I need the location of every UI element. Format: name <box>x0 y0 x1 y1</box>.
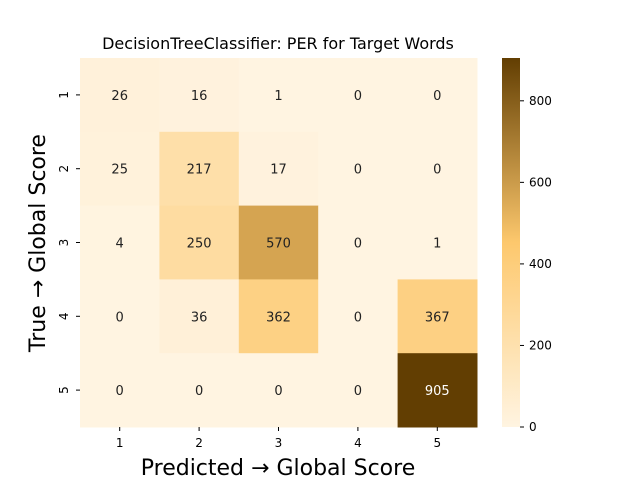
cell-value-label: 0 <box>116 310 124 325</box>
heatmap-cell <box>397 279 478 354</box>
colorbar-tick-label: 0 <box>529 420 537 434</box>
heatmap-cell <box>238 58 319 133</box>
colorbar-ticks: 0 200 400 600 800 <box>520 94 552 434</box>
cell-value-label: 905 <box>425 384 450 399</box>
cell-value-label: 217 <box>187 163 212 178</box>
heatmap-cell <box>159 131 240 207</box>
cell-value-label: 367 <box>425 310 450 325</box>
heatmap-cell <box>159 205 240 280</box>
cell-value-label: 4 <box>116 237 124 252</box>
cell-value-label: 362 <box>266 310 291 325</box>
cell-value-label: 16 <box>191 89 208 104</box>
colorbar-tick-label: 800 <box>529 94 552 108</box>
heatmap-cell <box>238 205 319 280</box>
cell-value-label: 1 <box>433 237 441 252</box>
cell-value-label: 0 <box>354 89 362 104</box>
heatmap-cell <box>80 353 160 428</box>
heatmap-cell <box>318 58 399 133</box>
heatmap-cell <box>318 205 399 280</box>
heatmap-cell <box>238 131 319 207</box>
cell-value-label: 1 <box>274 89 282 104</box>
heatmap-cell <box>159 58 240 133</box>
cell-value-label: 0 <box>116 384 124 399</box>
heatmap-cell <box>159 279 240 354</box>
x-axis: 1 2 3 4 5 <box>116 427 441 450</box>
x-tick-label: 5 <box>433 436 441 450</box>
heatmap-cell <box>397 353 478 428</box>
cell-value-label: 0 <box>195 384 203 399</box>
heatmap-cell <box>397 58 478 133</box>
y-tick-label: 5 <box>57 386 71 394</box>
x-tick-label: 1 <box>116 436 124 450</box>
heatmap-cell <box>80 205 160 280</box>
y-axis: 1 2 3 4 5 <box>57 91 80 394</box>
y-axis-label: True → Global Score <box>26 134 51 353</box>
heatmap-cell <box>318 353 399 428</box>
colorbar-tick-label: 600 <box>529 175 552 189</box>
cell-value-label: 0 <box>274 384 282 399</box>
cell-value-label: 0 <box>354 384 362 399</box>
y-tick-label: 4 <box>57 312 71 320</box>
x-tick-label: 2 <box>195 436 203 450</box>
cell-value-label: 250 <box>187 237 212 252</box>
cell-value-label: 36 <box>191 310 208 325</box>
colorbar-tick-label: 200 <box>529 338 552 352</box>
cell-value-label: 26 <box>111 89 128 104</box>
cell-value-label: 0 <box>354 163 362 178</box>
heatmap-cell <box>80 131 160 207</box>
colorbar <box>502 58 520 427</box>
cell-value-label: 0 <box>433 89 441 104</box>
cell-value-label: 17 <box>270 163 287 178</box>
colorbar-tick-label: 400 <box>529 257 552 271</box>
heatmap-cell <box>397 205 478 280</box>
heatmap-cell <box>397 131 478 207</box>
heatmap-cell <box>238 353 319 428</box>
heatmap-cell <box>159 353 240 428</box>
chart-title: DecisionTreeClassifier: PER for Target W… <box>102 34 454 53</box>
heatmap-cell <box>318 131 399 207</box>
cell-value-label: 0 <box>433 163 441 178</box>
heatmap-cell <box>80 279 160 354</box>
x-axis-label: Predicted → Global Score <box>141 456 415 480</box>
heatmap-cell <box>318 279 399 354</box>
cell-value-label: 0 <box>354 310 362 325</box>
y-tick-label: 2 <box>57 165 71 173</box>
x-tick-label: 4 <box>354 436 362 450</box>
cell-value-label: 570 <box>266 237 291 252</box>
cell-value-label: 0 <box>354 237 362 252</box>
y-tick-label: 3 <box>57 239 71 247</box>
heatmap-cells: 26 16 1 0 0 25 217 17 0 0 4 250 570 0 1 0 36 362 0 367 0 0 0 0 9… <box>80 58 478 428</box>
x-tick-label: 3 <box>275 436 283 450</box>
heatmap-cell <box>238 279 319 354</box>
cell-value-label: 25 <box>111 163 128 178</box>
heatmap-cell <box>80 58 160 133</box>
y-tick-label: 1 <box>57 91 71 99</box>
